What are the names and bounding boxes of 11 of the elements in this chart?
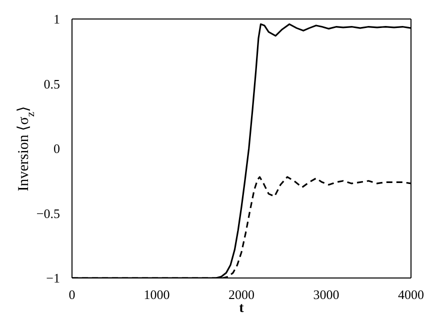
- y-tick-label: 0.5: [44, 76, 60, 92]
- x-tick-label: 2000: [228, 287, 254, 302]
- x-tick-label: 4000: [398, 287, 424, 302]
- y-tick-label: −1: [46, 270, 60, 286]
- y-tick-label: 0: [54, 141, 60, 156]
- x-tick-label: 1000: [144, 287, 170, 302]
- y-tick-label: 1: [54, 12, 60, 27]
- x-tick-label: 0: [68, 287, 76, 302]
- y-tick-label: −0.5: [36, 206, 60, 221]
- x-axis-title: t: [239, 301, 244, 316]
- x-tick-label: 3000: [313, 287, 340, 302]
